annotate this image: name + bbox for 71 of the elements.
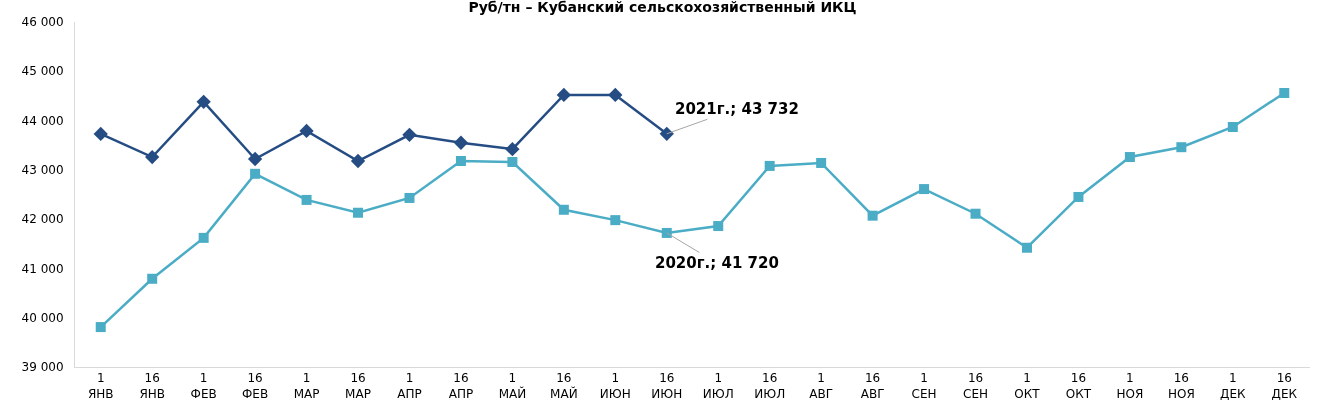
x-tick-label: 16 ИЮН <box>651 371 683 401</box>
point <box>661 227 672 238</box>
y-tick-label: 43 000 <box>21 163 64 178</box>
x-tick-label: 1 ЯНВ <box>87 371 114 401</box>
point <box>1073 191 1084 202</box>
point <box>453 135 469 150</box>
point <box>867 210 878 221</box>
point <box>455 155 466 166</box>
x-tick-label: 1 ОКТ <box>1014 371 1041 401</box>
y-tick-label: 45 000 <box>21 64 64 79</box>
x-tick-label: 16 НОЯ <box>1167 371 1195 401</box>
point <box>1279 87 1290 98</box>
x-tick-label: 1 АПР <box>397 371 422 401</box>
point <box>147 273 158 284</box>
y-tick-label: 41 000 <box>21 261 64 276</box>
annotation: 2021г.; 43 732 <box>675 100 799 118</box>
point <box>299 123 314 139</box>
x-tick-label: 16 АВГ <box>860 371 885 401</box>
x-tick-label: 16 ФЕВ <box>242 371 269 401</box>
point <box>196 94 211 109</box>
point <box>556 87 571 103</box>
y-tick-label: 40 000 <box>21 310 64 325</box>
x-tick-label: 16 ИЮЛ <box>754 371 786 401</box>
x-tick-label: 1 ДЕК <box>1220 371 1247 401</box>
point <box>507 156 518 167</box>
x-tick-label: 1 НОЯ <box>1116 371 1144 401</box>
x-tick-label: 1 ФЕВ <box>190 371 217 401</box>
point <box>301 194 312 205</box>
x-tick-label: 1 МАЙ <box>498 371 527 401</box>
point <box>353 207 364 218</box>
point <box>93 126 108 142</box>
annotation: 2020г.; 41 720 <box>655 254 779 272</box>
point <box>1021 242 1032 253</box>
point <box>764 160 775 171</box>
y-tick-label: 46 000 <box>21 15 64 30</box>
point <box>198 232 209 243</box>
x-tick-label: 1 АВГ <box>809 371 834 401</box>
point <box>350 153 366 169</box>
point <box>145 149 160 165</box>
x-tick-label: 1 СЕН <box>911 371 937 401</box>
point <box>402 127 417 143</box>
point <box>95 322 106 333</box>
x-tick-label: 1 МАР <box>293 371 320 401</box>
x-tick-label: 16 АПР <box>448 371 474 401</box>
chart-title: Руб/тн – Кубанский сельскохозяйственный ИКЦ <box>468 0 857 15</box>
point <box>505 142 520 157</box>
point <box>970 208 981 219</box>
x-tick-label: 16 МАР <box>345 371 371 401</box>
point <box>608 87 623 103</box>
x-tick-label: 1 ИЮН <box>599 371 631 401</box>
point <box>247 151 263 167</box>
x-tick-label: 16 МАЙ <box>550 371 578 401</box>
y-tick-label: 39 000 <box>21 360 64 375</box>
x-tick-label: 16 ЯНВ <box>139 371 165 401</box>
point <box>659 126 674 141</box>
y-tick-label: 42 000 <box>21 212 64 227</box>
x-tick-label: 16 ОКТ <box>1065 371 1092 401</box>
x-tick-label: 16 ДЕК <box>1271 371 1298 401</box>
point <box>558 204 569 215</box>
x-tick-label: 1 ИЮЛ <box>702 371 734 401</box>
point <box>250 168 261 179</box>
point <box>1176 142 1187 153</box>
point <box>1124 152 1135 163</box>
y-tick-label: 44 000 <box>21 113 64 128</box>
point <box>610 215 621 226</box>
x-tick-label: 16 СЕН <box>963 371 989 401</box>
point <box>404 192 415 203</box>
point <box>713 221 724 232</box>
point <box>919 184 930 195</box>
point <box>1227 121 1238 132</box>
point <box>816 157 827 168</box>
